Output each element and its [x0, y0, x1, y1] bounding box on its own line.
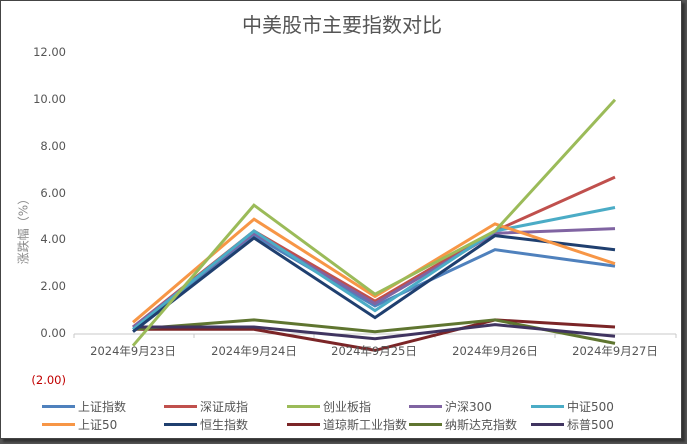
y-tick: 0.00 [40, 326, 66, 340]
legend-swatch [287, 423, 320, 426]
legend-item: 纳斯达克指数 [409, 416, 517, 433]
legend-swatch [409, 405, 442, 408]
series-line [132, 234, 616, 333]
series-line [132, 206, 616, 331]
legend-swatch [42, 405, 75, 408]
legend-item: 创业板指 [287, 398, 371, 415]
legend-swatch [531, 405, 564, 408]
y-tick: 4.00 [40, 232, 66, 246]
y-tick: 2.00 [40, 279, 66, 293]
x-tick-label: 2024年9月24日 [211, 344, 297, 358]
legend-item: 上证指数 [42, 398, 126, 415]
legend-swatch [164, 423, 197, 426]
y-tick: 10.00 [33, 92, 66, 106]
legend-item: 中证500 [531, 398, 614, 415]
legend-item: 沪深300 [409, 398, 492, 415]
y-tick-negative: (2.00) [31, 373, 66, 387]
legend-swatch [531, 423, 564, 426]
series-line [131, 98, 617, 347]
legend-swatch [409, 423, 442, 426]
y-tick: 12.00 [33, 45, 66, 59]
series-line [132, 227, 616, 329]
x-tick-label: 2024年9月23日 [90, 344, 176, 358]
x-tick-label: 2024年9月25日 [331, 344, 417, 358]
legend-item: 深证成指 [164, 398, 248, 415]
legend-item: 上证50 [42, 416, 117, 433]
x-tick-label: 2024年9月27日 [572, 344, 658, 358]
legend-item: 道琼斯工业指数 [287, 416, 407, 433]
legend-swatch [42, 423, 75, 426]
series-line [132, 233, 616, 331]
legend-swatch [287, 405, 320, 408]
legend-item: 恒生指数 [164, 416, 248, 433]
chart-title: 中美股市主要指数对比 [242, 13, 442, 37]
y-tick: 6.00 [40, 186, 66, 200]
x-tick-label: 2024年9月26日 [452, 344, 538, 358]
legend-item: 标普500 [531, 416, 614, 433]
y-tick: 8.00 [40, 139, 66, 153]
legend-swatch [164, 405, 197, 408]
series-lines [131, 98, 617, 352]
series-line [133, 323, 616, 341]
series-line [133, 318, 616, 352]
